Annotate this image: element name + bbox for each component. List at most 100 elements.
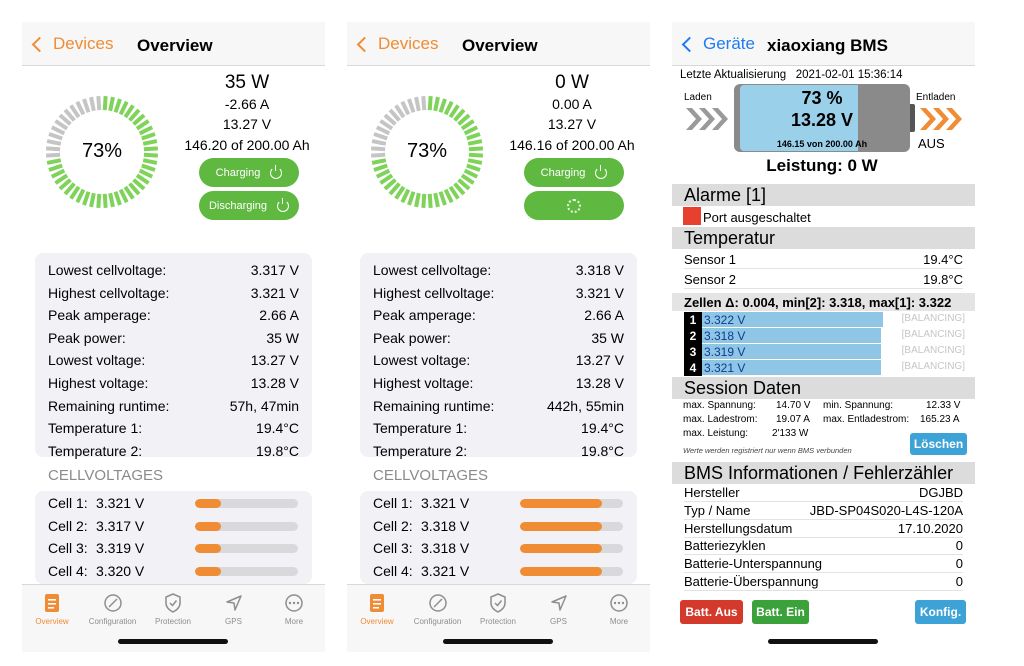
cell-name: Cell 1: (373, 495, 413, 511)
stat-label: Peak power: (48, 329, 126, 346)
gauge-segment (460, 119, 475, 131)
soc-percent: 73% (81, 140, 123, 162)
gauge-segment (467, 139, 483, 146)
gauge-segment (379, 119, 394, 131)
configure-button[interactable]: Konfig. (915, 600, 966, 624)
tab-protection[interactable]: Protection (468, 593, 528, 626)
info-value: 0 (955, 538, 963, 554)
discharge-chevrons-icon[interactable] (918, 106, 964, 132)
gauge-segment (457, 178, 471, 191)
stat-row: Highest voltage: 13.28 V (373, 372, 624, 394)
stat-row: Highest cellvoltage: 3.321 V (48, 282, 299, 304)
sensor-value: 19.4°C (923, 252, 963, 267)
discharging-toggle-button[interactable] (524, 191, 624, 220)
info-value: JBD-SP04S020-L4S-120A (809, 502, 963, 518)
stat-value: 19.8°C (256, 442, 299, 459)
clear-session-button[interactable]: Löschen (910, 433, 967, 455)
gauge-segment (375, 168, 391, 179)
cell-name: Cell 2: (373, 517, 413, 534)
tab-gps[interactable]: GPS (529, 593, 589, 626)
bms-info-section-heading: BMS Informationen / Fehlerzähler (672, 462, 975, 484)
gauge-segment (96, 95, 102, 111)
back-button[interactable]: Devices (30, 34, 113, 54)
battery-voltage: 13.28 V (790, 110, 854, 130)
more-icon (609, 593, 629, 613)
stat-label: Temperature 2: (373, 442, 468, 459)
back-button[interactable]: Geräte (680, 34, 755, 54)
gauge-segment (128, 182, 141, 196)
back-button[interactable]: Devices (355, 34, 438, 54)
gauge-segment (69, 185, 81, 200)
cell-row: Cell 4: 3.320 V (48, 560, 299, 582)
stat-value: 2.66 A (584, 307, 624, 324)
gauge-segment (414, 192, 421, 208)
alarm-section-heading: Alarme [1] (672, 184, 975, 206)
gauge-segment (468, 152, 484, 158)
discharging-toggle-button[interactable]: Discharging (199, 191, 299, 220)
stat-value: 57h, 47min (229, 397, 299, 414)
gauge-icon (103, 593, 123, 613)
gauge-segment (82, 98, 91, 113)
gauge-segment (373, 132, 388, 141)
tab-more[interactable]: More (264, 593, 324, 626)
cell-voltage-bar (702, 344, 881, 359)
cell-voltage-bar (702, 360, 881, 375)
cell-level-bar (195, 499, 298, 508)
tab-protection[interactable]: Protection (143, 593, 203, 626)
gauge-segment (383, 178, 397, 191)
cell-row: Cell 2: 3.317 V (48, 515, 299, 537)
gauge-segment (48, 132, 63, 141)
tab-overview[interactable]: Overview (22, 593, 82, 626)
cell-level-fill (520, 566, 603, 576)
battery-off-button[interactable]: Batt. Aus (680, 600, 743, 624)
tab-label: More (609, 617, 629, 626)
page-title: Overview (462, 36, 538, 55)
stat-label: Lowest cellvoltage: (373, 262, 492, 278)
cell-voltage: 3.318 V (704, 329, 746, 343)
cell-voltage: 3.317 V (96, 517, 145, 534)
battery-on-button[interactable]: Batt. Ein (752, 600, 809, 624)
stat-value: 35 W (591, 329, 624, 346)
page-title: xiaoxiang BMS (767, 36, 888, 55)
nav-bar: Devices Overview (22, 22, 325, 66)
cell-level-bar (520, 566, 623, 576)
cell-name: Cell 3: (48, 540, 88, 557)
gauge-segment (466, 163, 481, 172)
gauge-segment (141, 163, 156, 172)
max-voltage-value: 14.70 V (776, 400, 811, 411)
cell-voltage-bar (702, 328, 881, 343)
gauge-segment (468, 146, 484, 152)
nav-bar: Geräte xiaoxiang BMS (672, 22, 975, 66)
charging-toggle-button[interactable]: Charging (524, 158, 624, 187)
gauge-segment (421, 95, 427, 111)
min-voltage-value: 12.33 V (926, 400, 961, 411)
charge-chevrons-icon[interactable] (684, 106, 730, 132)
last-update-label: Letzte Aktualisierung (680, 69, 787, 81)
gauge-segment (69, 104, 81, 119)
gauge-segment (108, 96, 115, 112)
charging-label: Charging (215, 166, 261, 179)
tab-label: Protection (154, 617, 192, 626)
gauge-segment (142, 158, 158, 165)
stat-label: Temperature 2: (48, 442, 143, 459)
max-discharge-current-value: 165.23 A (920, 414, 960, 425)
cell-level-fill (520, 499, 603, 508)
gauge-segment (443, 188, 454, 204)
tab-more[interactable]: More (589, 593, 649, 626)
stats-card: Lowest cellvoltage: 3.318 V Highest cellvo… (360, 253, 637, 459)
gauge-segment (370, 146, 386, 152)
gauge-segment (370, 152, 386, 158)
gauge-segment (388, 182, 401, 196)
charging-toggle-button[interactable]: Charging (199, 158, 299, 187)
cellvoltages-card: Cell 1: 3.321 V Cell 2: 3.318 V Cell 3: 3.318… (360, 491, 637, 584)
soc-percent: 73% (406, 140, 448, 162)
tab-overview[interactable]: Overview (347, 593, 407, 626)
cell-balancing-status: [BALANCING] (901, 345, 965, 356)
tab-configuration[interactable]: Configuration (83, 593, 143, 626)
back-label: Devices (378, 34, 439, 53)
gauge-segment (128, 108, 141, 122)
capacity-value: 146.20 of 200.00 Ah (184, 137, 310, 153)
soc-ring-gauge (45, 95, 159, 209)
tab-gps[interactable]: GPS (204, 593, 264, 626)
tab-configuration[interactable]: Configuration (408, 593, 468, 626)
